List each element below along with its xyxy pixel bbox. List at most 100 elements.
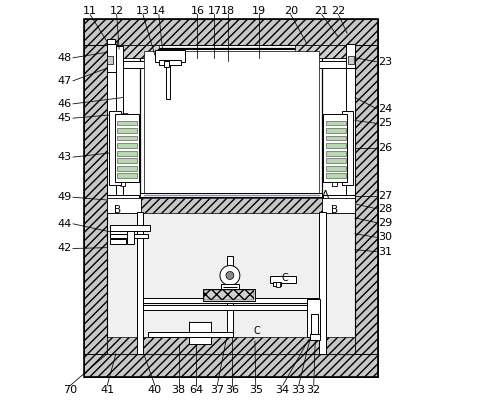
Bar — [107, 45, 159, 58]
Bar — [117, 173, 136, 178]
Text: 31: 31 — [378, 247, 392, 257]
Text: 11: 11 — [83, 6, 97, 16]
Bar — [166, 63, 170, 99]
Polygon shape — [226, 272, 234, 280]
Bar — [155, 50, 185, 62]
Bar — [107, 337, 355, 354]
Text: B: B — [331, 205, 338, 215]
Bar — [140, 193, 322, 197]
Bar — [227, 256, 233, 335]
Text: 36: 36 — [225, 385, 239, 395]
Text: 19: 19 — [252, 6, 266, 16]
Bar — [326, 166, 345, 171]
Bar — [326, 158, 345, 163]
Text: 18: 18 — [221, 6, 235, 16]
Bar — [144, 51, 319, 194]
Text: 24: 24 — [378, 104, 392, 114]
Text: A: A — [322, 190, 329, 200]
Bar — [84, 45, 107, 377]
Bar — [107, 46, 116, 197]
Bar — [326, 143, 345, 148]
Bar — [273, 282, 281, 286]
Text: 35: 35 — [249, 385, 263, 395]
Bar — [319, 212, 326, 354]
Bar — [84, 19, 378, 377]
Polygon shape — [220, 266, 240, 286]
Text: 41: 41 — [100, 385, 114, 395]
Bar — [346, 46, 355, 197]
Bar — [107, 49, 355, 58]
Text: 33: 33 — [291, 385, 306, 395]
Bar — [110, 234, 148, 238]
Text: B: B — [114, 205, 122, 215]
Bar — [140, 48, 322, 197]
Bar — [326, 128, 345, 133]
Bar — [294, 45, 355, 58]
Bar — [121, 182, 125, 186]
Bar — [107, 212, 355, 354]
Bar — [270, 276, 296, 284]
Bar — [148, 332, 233, 337]
Bar — [326, 151, 345, 156]
Bar — [346, 44, 355, 68]
Text: 29: 29 — [378, 218, 392, 228]
Bar — [355, 45, 378, 377]
Bar — [127, 230, 134, 244]
Bar — [204, 289, 255, 301]
Bar — [116, 46, 123, 197]
Text: 32: 32 — [307, 385, 321, 395]
Bar — [143, 298, 318, 303]
Bar — [107, 41, 117, 68]
Bar — [323, 195, 355, 201]
Bar — [115, 114, 139, 182]
Text: 12: 12 — [110, 6, 124, 16]
Bar — [117, 136, 136, 140]
Bar — [107, 39, 115, 58]
Bar — [221, 284, 239, 292]
Bar — [110, 225, 150, 231]
Bar — [189, 322, 211, 344]
Text: 37: 37 — [210, 385, 224, 395]
Text: 44: 44 — [57, 219, 72, 229]
Bar — [136, 212, 143, 354]
Bar — [143, 305, 318, 310]
Text: 43: 43 — [57, 152, 71, 162]
Bar — [326, 136, 345, 140]
Bar — [107, 44, 116, 72]
Bar — [341, 112, 353, 185]
Bar — [107, 198, 355, 213]
Bar — [110, 239, 126, 244]
Bar — [117, 166, 136, 171]
Text: 28: 28 — [378, 204, 392, 214]
Bar — [117, 143, 136, 148]
Text: 40: 40 — [148, 385, 162, 395]
Bar — [117, 151, 136, 156]
Text: C: C — [253, 326, 260, 336]
Bar — [107, 195, 139, 201]
Bar — [84, 19, 378, 45]
Text: 49: 49 — [57, 192, 72, 202]
Bar — [110, 227, 137, 234]
Bar — [326, 173, 345, 178]
Text: 16: 16 — [190, 6, 205, 16]
Bar — [348, 56, 354, 64]
Bar — [322, 198, 356, 213]
Text: 34: 34 — [276, 385, 290, 395]
Bar — [164, 61, 169, 66]
Text: 26: 26 — [378, 143, 392, 153]
Bar — [107, 56, 113, 64]
Text: C: C — [282, 273, 288, 283]
Bar — [107, 61, 355, 68]
Text: 27: 27 — [378, 191, 392, 201]
Bar — [204, 290, 254, 300]
Bar — [109, 112, 121, 185]
Bar — [117, 128, 136, 133]
Bar — [323, 114, 347, 182]
Bar — [332, 182, 337, 186]
Text: 64: 64 — [189, 385, 203, 395]
Text: 30: 30 — [378, 232, 392, 242]
Text: 23: 23 — [378, 57, 392, 67]
Text: 48: 48 — [57, 53, 72, 63]
Bar — [311, 314, 318, 334]
Text: 21: 21 — [315, 6, 329, 16]
